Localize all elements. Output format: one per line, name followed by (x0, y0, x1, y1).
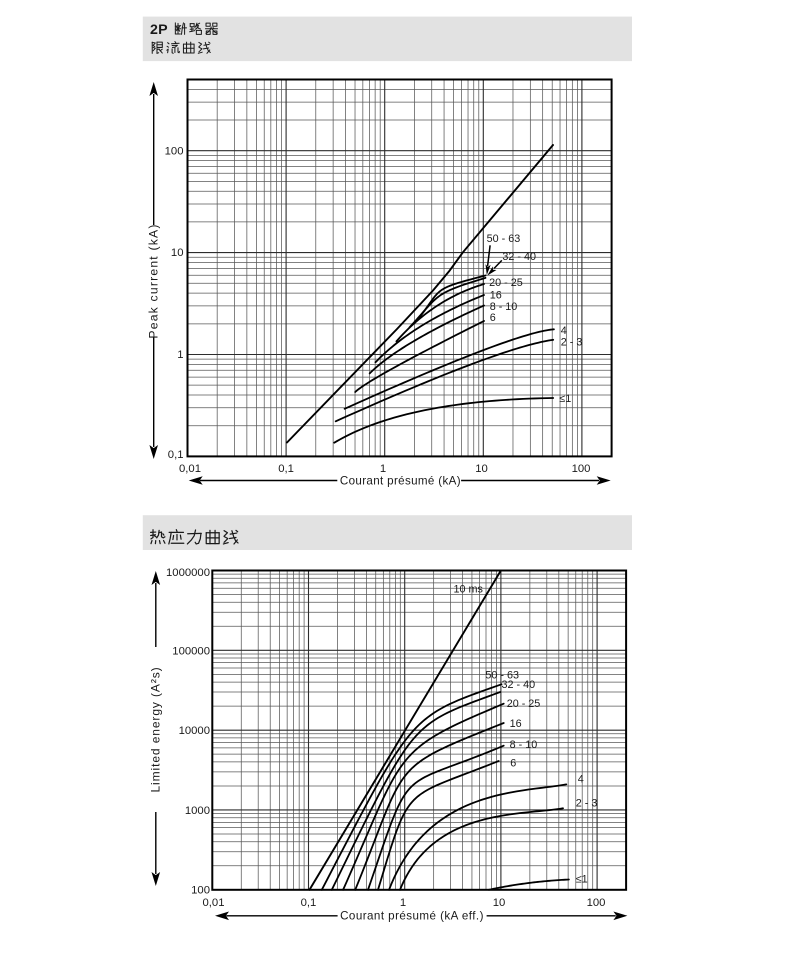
svg-text:Peak current (kA): Peak current (kA) (147, 223, 161, 338)
svg-text:4: 4 (578, 773, 584, 785)
svg-text:100000: 100000 (172, 645, 210, 657)
svg-text:16: 16 (490, 289, 502, 301)
svg-text:Courant présumé (kA eff.): Courant présumé (kA eff.) (340, 910, 484, 923)
svg-text:20 - 25: 20 - 25 (507, 698, 541, 710)
svg-text:0,1: 0,1 (168, 449, 184, 461)
svg-text:10 ms: 10 ms (454, 584, 484, 596)
svg-text:16: 16 (510, 718, 522, 730)
svg-text:≤1: ≤1 (559, 393, 571, 405)
svg-text:Limited energy (A²s): Limited energy (A²s) (149, 666, 163, 792)
svg-text:8 - 10: 8 - 10 (510, 739, 538, 751)
svg-text:10: 10 (171, 247, 184, 259)
svg-text:1: 1 (177, 349, 183, 361)
svg-text:100: 100 (165, 146, 184, 158)
svg-text:10: 10 (493, 897, 506, 909)
svg-text:20 - 25: 20 - 25 (489, 277, 523, 289)
svg-text:0,1: 0,1 (301, 897, 317, 909)
svg-text:100: 100 (572, 463, 591, 475)
svg-text:32 - 40: 32 - 40 (502, 679, 536, 691)
svg-text:1000000: 1000000 (166, 567, 210, 579)
svg-text:1000: 1000 (185, 805, 210, 817)
svg-text:100: 100 (587, 897, 606, 909)
svg-text:32 - 40: 32 - 40 (502, 251, 536, 263)
svg-text:0,1: 0,1 (278, 463, 294, 475)
svg-text:100: 100 (191, 884, 210, 896)
svg-text:≤1: ≤1 (576, 873, 588, 885)
svg-text:10: 10 (475, 463, 488, 475)
svg-text:1: 1 (400, 897, 406, 909)
svg-text:0,01: 0,01 (179, 463, 201, 475)
svg-text:Courant présumé (kA): Courant présumé (kA) (340, 474, 461, 487)
svg-text:10000: 10000 (179, 725, 210, 737)
svg-text:0,01: 0,01 (203, 897, 225, 909)
svg-text:6: 6 (510, 758, 516, 770)
svg-text:1: 1 (380, 463, 386, 475)
svg-text:2 - 3: 2 - 3 (576, 797, 598, 809)
svg-text:50 - 63: 50 - 63 (487, 233, 521, 245)
svg-text:50 - 63: 50 - 63 (485, 670, 519, 682)
svg-text:8 - 10: 8 - 10 (490, 301, 518, 313)
svg-text:6: 6 (490, 312, 496, 324)
svg-text:4: 4 (561, 325, 567, 337)
svg-text:2 - 3: 2 - 3 (561, 337, 583, 349)
